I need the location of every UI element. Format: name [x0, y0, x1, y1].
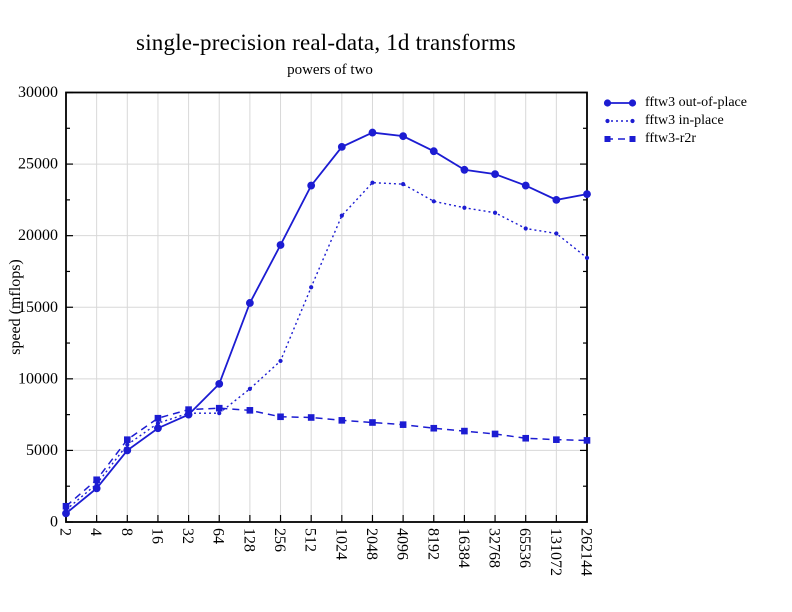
data-point-fftw3-in-place: [401, 182, 406, 187]
x-tick-label: 8192: [424, 528, 441, 560]
y-tick-label: 25000: [18, 156, 58, 173]
data-point-fftw3-r2r: [461, 427, 468, 435]
data-point-fftw3-r2r: [246, 407, 254, 414]
series-line-fftw3-in-place: [65, 181, 588, 511]
data-point-fftw3-r2r: [185, 406, 192, 413]
legend-marker-fftw3-out-of-place: [603, 98, 637, 107]
x-tick-label: 128: [240, 528, 257, 552]
data-point-fftw3-in-place: [339, 213, 344, 218]
y-tick-label: 15000: [18, 299, 58, 316]
data-point-fftw3-out-of-place: [552, 195, 561, 204]
x-tick-label: 512: [302, 528, 319, 552]
data-point-fftw3-in-place: [554, 231, 559, 236]
data-point-fftw3-out-of-place: [583, 190, 591, 199]
data-point-fftw3-in-place: [492, 210, 498, 215]
legend-marker-fftw3-in-place: [605, 118, 635, 123]
data-point-fftw3-out-of-place: [245, 299, 254, 307]
data-point-fftw3-r2r: [430, 424, 438, 432]
data-point-fftw3-out-of-place: [429, 147, 438, 156]
data-point-fftw3-r2r: [93, 476, 100, 484]
data-point-fftw3-in-place: [523, 226, 528, 231]
data-point-fftw3-out-of-place: [491, 170, 499, 179]
x-tick-label: 8: [118, 528, 135, 536]
data-point-fftw3-r2r: [154, 414, 162, 422]
y-tick-label: 20000: [18, 227, 58, 244]
data-point-fftw3-out-of-place: [368, 128, 377, 137]
data-point-fftw3-out-of-place: [460, 165, 469, 174]
data-point-fftw3-r2r: [583, 437, 591, 444]
data-point-fftw3-in-place: [584, 255, 590, 260]
x-tick-label: 32768: [486, 528, 503, 568]
legend-label-fftw3-in-place: fftw3 in-place: [645, 112, 724, 128]
x-tick-label: 32: [179, 528, 196, 544]
data-point-fftw3-r2r: [553, 436, 560, 443]
x-tick-label: 1024: [332, 528, 349, 560]
legend-label-fftw3-r2r: fftw3-r2r: [645, 130, 697, 146]
data-point-fftw3-in-place: [125, 442, 130, 447]
data-point-fftw3-in-place: [247, 386, 252, 391]
data-point-fftw3-in-place: [431, 199, 436, 204]
x-tick-label: 256: [271, 528, 288, 552]
x-tick-label: 2: [57, 528, 74, 536]
legend-item-fftw3-out-of-place: fftw3 out-of-place: [603, 95, 747, 110]
x-tick-label: 16: [148, 528, 165, 544]
data-point-fftw3-r2r: [277, 413, 284, 421]
data-point-fftw3-out-of-place: [123, 446, 132, 455]
data-point-fftw3-r2r: [491, 430, 499, 438]
series-line-fftw3-out-of-place: [65, 131, 588, 515]
y-tick-label: 0: [50, 514, 58, 531]
data-point-fftw3-r2r: [399, 421, 407, 428]
y-tick-label: 10000: [18, 370, 58, 387]
x-tick-label: 131072: [547, 528, 564, 576]
x-tick-label: 64: [210, 528, 227, 544]
x-tick-label: 65536: [516, 528, 533, 568]
x-tick-label: 262144: [578, 528, 595, 576]
x-tick-label: 16384: [455, 528, 472, 568]
data-point-fftw3-r2r: [62, 502, 70, 510]
x-tick-label: 4: [87, 528, 104, 536]
legend-marker-fftw3-r2r: [604, 135, 636, 142]
x-tick-label: 2048: [363, 528, 380, 560]
chart-subtitle: powers of two: [287, 62, 373, 78]
data-point-fftw3-out-of-place: [307, 181, 316, 190]
data-point-fftw3-out-of-place: [154, 424, 162, 433]
data-point-fftw3-in-place: [155, 421, 161, 426]
legend-label-fftw3-out-of-place: fftw3 out-of-place: [645, 94, 747, 110]
data-point-fftw3-out-of-place: [276, 241, 285, 249]
legend: fftw3 out-of-place fftw3 in-place fftw3-r2…: [603, 95, 747, 146]
data-point-fftw3-r2r: [307, 414, 315, 421]
data-point-fftw3-in-place: [309, 285, 314, 290]
y-tick-label: 30000: [18, 84, 58, 101]
data-point-fftw3-in-place: [370, 180, 375, 185]
data-point-fftw3-in-place: [278, 358, 283, 364]
x-tick-label: 4096: [394, 528, 411, 560]
chart-title: single-precision real-data, 1d transform…: [136, 30, 516, 55]
data-point-fftw3-r2r: [123, 436, 131, 443]
legend-item-fftw3-r2r: fftw3-r2r: [603, 131, 747, 146]
data-point-fftw3-in-place: [462, 205, 467, 210]
data-point-fftw3-in-place: [217, 411, 222, 416]
legend-item-fftw3-in-place: fftw3 in-place: [603, 113, 747, 128]
data-point-fftw3-r2r: [369, 419, 376, 426]
data-point-fftw3-r2r: [338, 417, 346, 424]
data-point-fftw3-out-of-place: [62, 509, 70, 518]
data-point-fftw3-out-of-place: [399, 132, 408, 141]
data-point-fftw3-out-of-place: [521, 181, 530, 190]
data-point-fftw3-r2r: [522, 434, 530, 442]
data-point-fftw3-r2r: [215, 404, 223, 412]
series-line-fftw3-r2r: [65, 407, 588, 507]
data-point-fftw3-out-of-place: [337, 143, 346, 151]
data-point-fftw3-out-of-place: [92, 484, 101, 493]
data-point-fftw3-out-of-place: [215, 379, 224, 388]
y-tick-label: 5000: [26, 442, 58, 459]
